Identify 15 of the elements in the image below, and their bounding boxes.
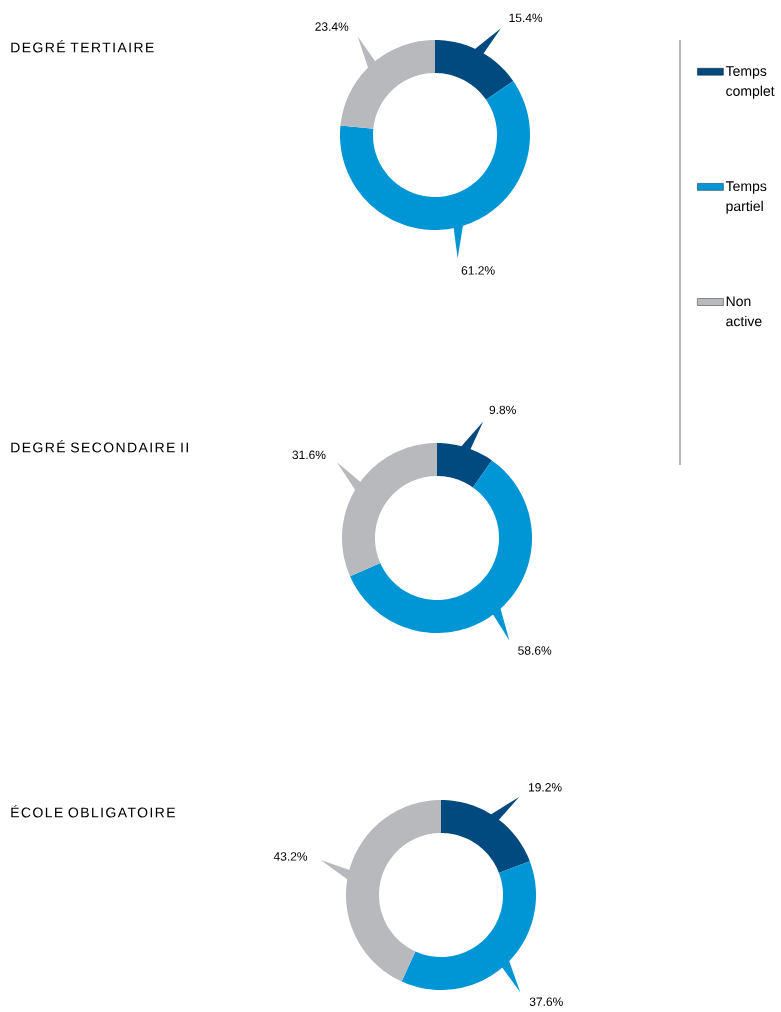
legend-label: Temps partiel — [725, 181, 767, 214]
data-label: 31.6% — [292, 450, 326, 460]
data-label: 23.4% — [315, 22, 349, 31]
data-label: 37.6% — [529, 997, 563, 1006]
data-label: 9.8% — [489, 405, 516, 415]
data-label: 58.6% — [518, 646, 552, 655]
data-label: 15.4% — [509, 13, 543, 23]
data-label: 19.2% — [528, 783, 562, 792]
text: DEGRÉ TERTIAIRE — [11, 40, 154, 53]
text: DEGRÉ SECONDAIRE II — [11, 440, 188, 453]
text: ÉCOLE OBLIGATOIRE — [11, 805, 175, 818]
data-label: 43.2% — [273, 852, 308, 861]
legend-label: Temps complet — [725, 66, 775, 99]
legend-label: Non active — [726, 296, 762, 327]
data-label: 61.2% — [461, 266, 495, 275]
